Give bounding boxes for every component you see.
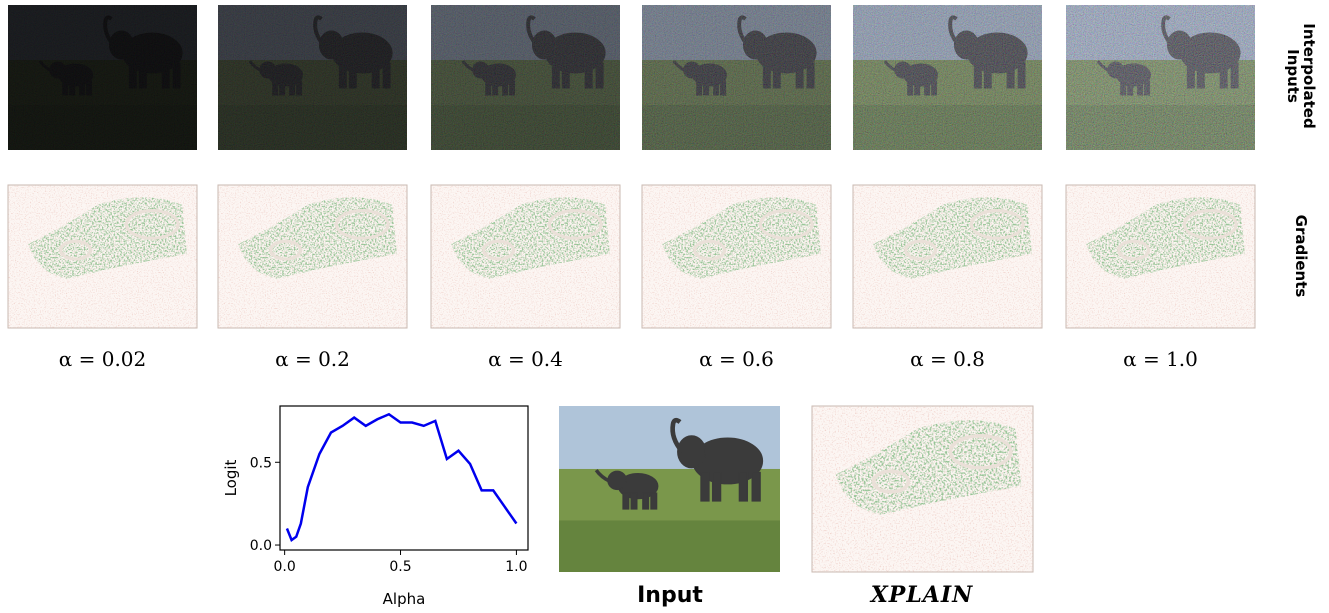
alpha-label: α = 0.02 (59, 347, 147, 371)
line-chart: 0.0 0.5 1.0 0.0 0.5 Alpha Logit (222, 406, 528, 608)
interpolated-image (642, 5, 831, 150)
alpha-label: α = 0.2 (275, 347, 350, 371)
alpha-label: α = 1.0 (1123, 347, 1198, 371)
x-tick-label: 0.0 (274, 559, 296, 575)
y-tick-label: 0.5 (250, 455, 272, 471)
line (287, 414, 516, 540)
input-label: Input (637, 583, 703, 608)
figure: α = 0.02 α = 0.2 α = 0.4 α = 0.6 α = 0.8 α = … (0, 0, 1329, 613)
alpha-label: α = 0.6 (699, 347, 774, 371)
x-tick-label: 1.0 (505, 559, 527, 575)
gradient-scene (1066, 185, 1255, 328)
gradient-scene (853, 185, 1042, 328)
xplain-label: XPLAIN (869, 582, 974, 608)
image-noise (1066, 5, 1255, 150)
image-noise (853, 5, 1042, 150)
y-axis-label: Logit (222, 459, 240, 496)
x-axis-label: Alpha (383, 590, 426, 608)
gradient-image (218, 185, 407, 328)
image-panels: α = 0.02 α = 0.2 α = 0.4 α = 0.6 α = 0.8 α = … (8, 5, 1255, 608)
gradient-scene (431, 185, 620, 328)
page: {"row_labels": ["Interpolated Inputs", "… (0, 0, 1329, 613)
gradient-image (642, 185, 831, 328)
alpha-label: α = 0.8 (910, 347, 985, 371)
x-tick-label: 0.5 (389, 559, 411, 575)
image-noise (431, 5, 620, 150)
row-label: Gradients (1293, 186, 1309, 326)
image-noise (8, 5, 197, 150)
image-noise (218, 5, 407, 150)
interpolated-image (218, 5, 407, 150)
xplain-image (812, 406, 1033, 572)
gradient-scene (8, 185, 197, 328)
gradient-image (431, 185, 620, 328)
gradient-scene (642, 185, 831, 328)
interpolated-image (853, 5, 1042, 150)
gradient-image (853, 185, 1042, 328)
y-tick-label: 0.0 (250, 538, 272, 554)
input-haze (559, 406, 780, 572)
gradient-scene (218, 185, 407, 328)
interpolated-image (1066, 5, 1255, 150)
interpolated-image (431, 5, 620, 150)
interpolated-image (8, 5, 197, 150)
plot-frame (280, 406, 528, 550)
image-noise (642, 5, 831, 150)
gradient-image (1066, 185, 1255, 328)
row-label: Interpolated Inputs (1285, 6, 1317, 146)
gradient-image (8, 185, 197, 328)
alpha-label: α = 0.4 (488, 347, 563, 371)
